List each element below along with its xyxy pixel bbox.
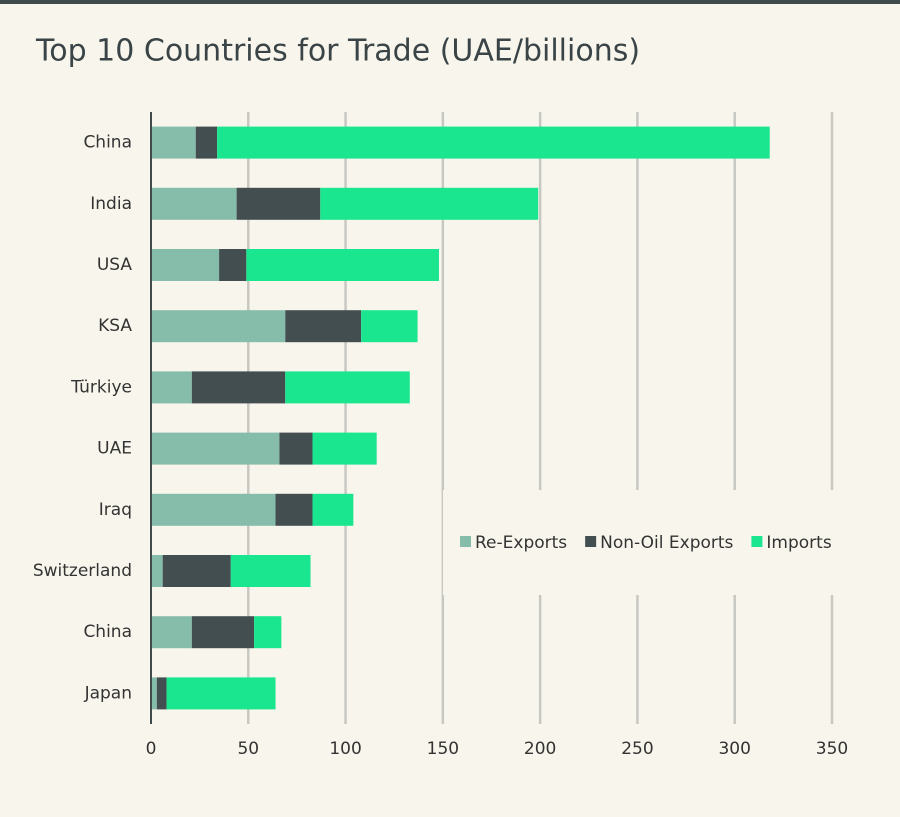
y-tick-label: India [90,194,132,214]
bar-segment [320,187,539,220]
bar-segment [236,187,321,220]
top-border [0,0,900,4]
legend-label: Non-Oil Exports [600,533,733,553]
x-tick-label: 100 [329,739,361,759]
bar-segment [191,371,286,404]
bar-segment [285,310,362,343]
y-tick-label: Türkiye [70,377,132,397]
x-tick-label: 50 [237,739,259,759]
bar-segment [156,677,167,710]
bar-segment [285,371,410,404]
bar-segment [151,371,192,404]
bar-segment [151,493,276,526]
bar-segment [151,249,220,281]
bar-segment [151,187,237,220]
y-tick-label: China [83,133,132,153]
legend-label: Re-Exports [475,533,567,553]
chart-title: Top 10 Countries for Trade (UAE/billions… [35,34,640,69]
bar-segment [312,493,354,526]
y-tick-label: Japan [84,683,132,703]
bar-segment [230,555,311,587]
legend-swatch [460,536,471,547]
y-tick-label: Switzerland [33,561,132,581]
y-tick-label: China [83,622,132,642]
x-tick-label: 200 [524,739,556,759]
bar-segment [219,249,247,281]
bar-segment [166,677,276,710]
y-tick-label: KSA [98,316,132,336]
y-tick-label: USA [97,255,133,275]
x-tick-label: 300 [718,739,750,759]
bar-segment [312,432,377,465]
bar-segment [151,432,280,465]
legend-swatch [585,536,597,547]
x-tick-label: 250 [621,739,653,759]
bar-segment [191,616,255,649]
bar-segment [151,126,196,159]
bar-segment [254,616,282,649]
y-tick-label: UAE [97,439,132,459]
bar-segment [151,677,157,710]
legend-label: Imports [766,533,831,553]
bar-segment [361,310,418,343]
bar-segment [195,126,218,159]
bar-segment [162,555,231,587]
bar-segment [217,126,770,159]
bar-segment [279,432,313,465]
bar-segment [151,555,163,587]
bar-segment [246,249,439,281]
bar-segment [151,616,192,649]
legend-swatch [751,536,763,547]
y-tick-label: Iraq [99,500,132,520]
legend-box [443,490,843,595]
x-tick-label: 0 [146,739,157,759]
bar-segment [151,310,286,343]
x-tick-label: 350 [816,739,848,759]
bar-segment [275,493,313,526]
x-tick-label: 150 [427,739,459,759]
